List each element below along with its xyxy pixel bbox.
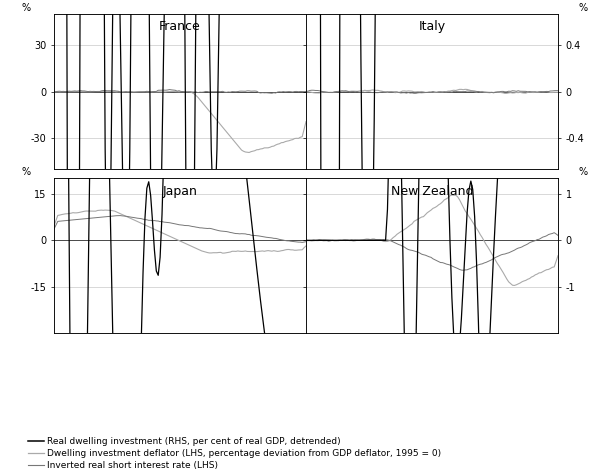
Text: France: France — [159, 20, 201, 33]
Text: %: % — [21, 3, 31, 13]
Legend: Real dwelling investment (RHS, per cent of real GDP, detrended), Dwelling invest: Real dwelling investment (RHS, per cent … — [24, 433, 445, 474]
Text: New Zealand: New Zealand — [391, 185, 473, 198]
Text: %: % — [21, 167, 31, 177]
Text: %: % — [578, 3, 587, 13]
Text: %: % — [578, 167, 587, 177]
Text: Japan: Japan — [163, 185, 197, 198]
Text: Italy: Italy — [418, 20, 446, 33]
